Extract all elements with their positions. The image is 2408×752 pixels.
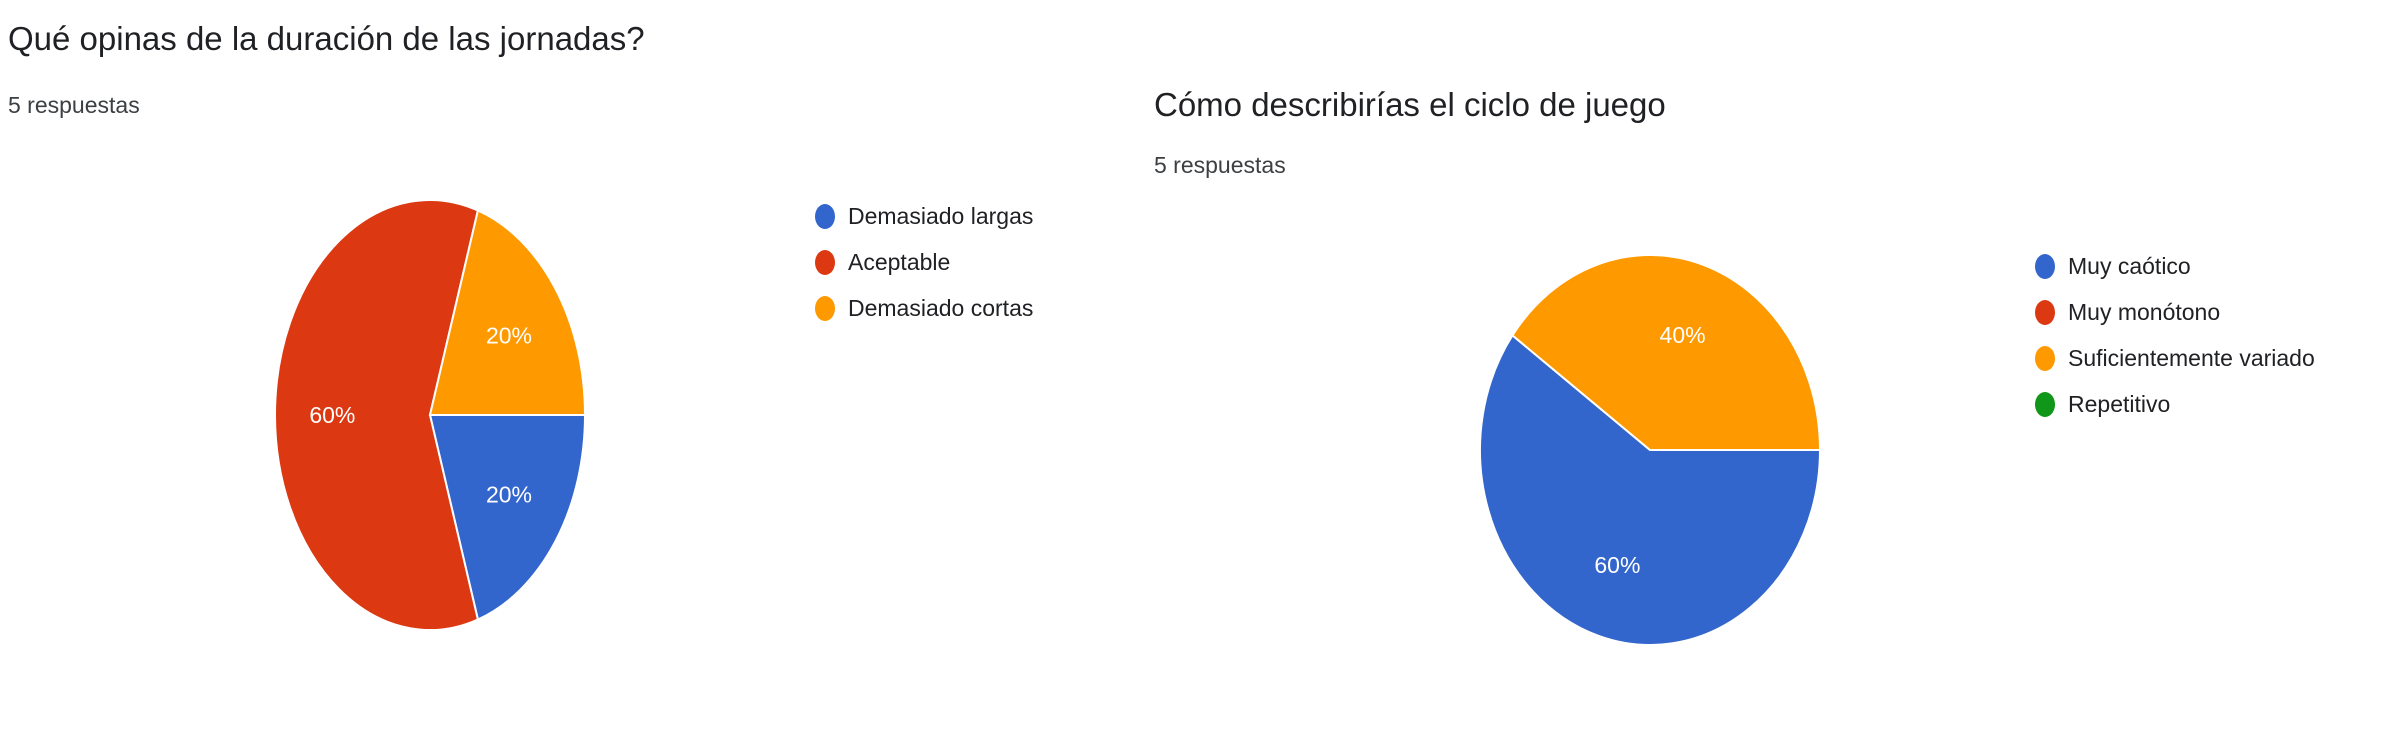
slice-percent-label: 60% [309, 402, 355, 428]
legend-item-demasiado-cortas[interactable]: Demasiado cortas [815, 295, 1034, 321]
legend-swatch [815, 204, 835, 229]
pie-chart: 20% 60% 20% [274, 199, 587, 631]
chart-panel-jornadas: Qué opinas de la duración de las jornada… [0, 0, 1140, 752]
legend-item-repetitivo[interactable]: Repetitivo [2035, 391, 2315, 417]
legend-item-muy-monotono[interactable]: Muy monótono [2035, 299, 2315, 325]
legend-label: Muy caótico [2068, 253, 2191, 279]
legend-item-suficientemente-variado[interactable]: Suficientemente variado [2035, 345, 2315, 371]
legend-label: Aceptable [848, 249, 951, 275]
chart-legend: Muy caótico Muy monótono Suficientemente v… [2035, 253, 2315, 439]
question-title: Cómo describirías el ciclo de juego [1154, 86, 1666, 123]
pie-slice-aceptable[interactable] [274, 199, 480, 631]
legend-label: Demasiado cortas [848, 295, 1034, 321]
pie-chart: 60% 40% [1479, 254, 1822, 646]
slice-percent-label: 20% [486, 482, 532, 508]
chart-panel-ciclo-juego: Cómo describirías el ciclo de juego 5 re… [1150, 0, 2400, 752]
pie-slice-muy-caotico[interactable] [1479, 333, 1822, 646]
slice-percent-label: 40% [1660, 322, 1706, 348]
pie-slice-demasiado-cortas[interactable] [428, 209, 587, 416]
legend-label: Demasiado largas [848, 203, 1034, 229]
legend-label: Repetitivo [2068, 391, 2171, 417]
response-count: 5 respuestas [1154, 152, 1286, 178]
chart-legend: Demasiado largas Aceptable Demasiado corta… [815, 203, 1034, 343]
legend-swatch [815, 296, 835, 321]
legend-label: Muy monótono [2068, 299, 2221, 325]
legend-swatch [2035, 254, 2055, 279]
response-count: 5 respuestas [8, 92, 140, 118]
legend-swatch [2035, 346, 2055, 371]
legend-swatch [2035, 300, 2055, 325]
legend-item-aceptable[interactable]: Aceptable [815, 249, 1033, 275]
slice-percent-label: 60% [1594, 552, 1640, 578]
slice-percent-label: 20% [486, 322, 532, 348]
legend-item-demasiado-largas[interactable]: Demasiado largas [815, 203, 1034, 229]
pie-slice-suficientemente-variado[interactable] [1511, 254, 1822, 451]
legend-swatch [2035, 392, 2055, 417]
legend-label: Suficientemente variado [2068, 345, 2315, 371]
pie-slice-demasiado-largas[interactable] [428, 414, 587, 621]
legend-swatch [815, 250, 835, 275]
question-title: Qué opinas de la duración de las jornada… [8, 20, 645, 57]
legend-item-muy-caotico[interactable]: Muy caótico [2035, 253, 2315, 279]
